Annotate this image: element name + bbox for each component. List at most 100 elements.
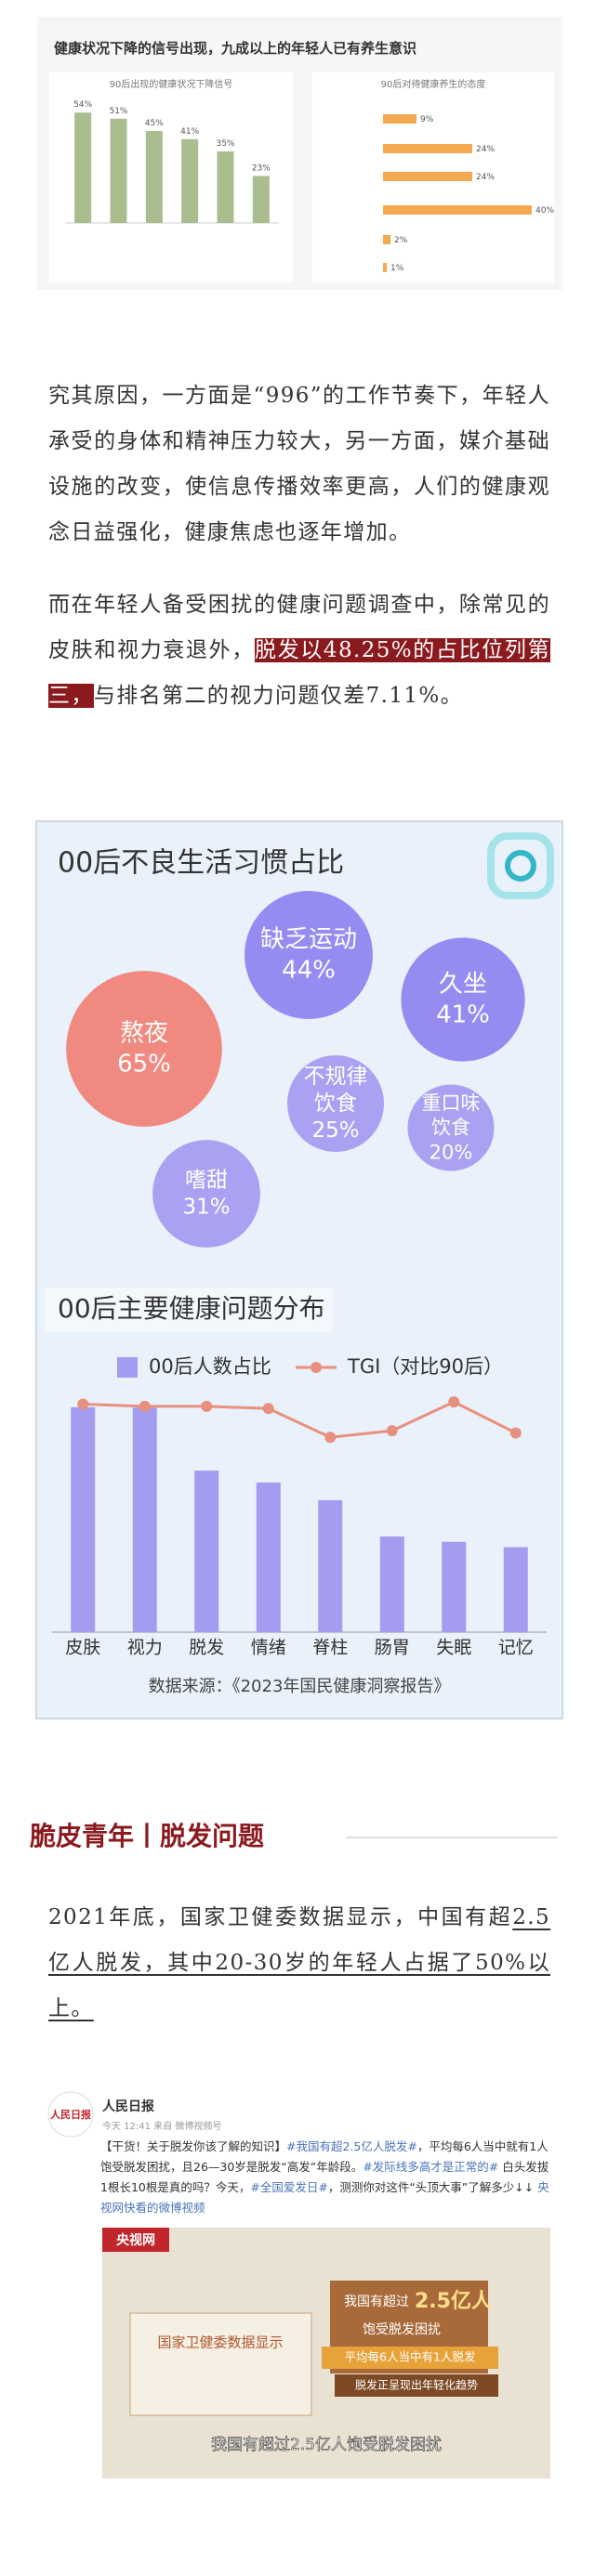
x-tick-label: 视力 [127, 1638, 163, 1658]
chart-title: 00后主要健康问题分布 [58, 1293, 325, 1324]
bubble-category: 嗜甜 [185, 1168, 228, 1193]
video-text: 2.5亿人 [415, 2290, 492, 2313]
value-label: 41% [180, 127, 199, 137]
avatar-logo: 人民日报 [50, 2108, 92, 2121]
bar [252, 176, 270, 223]
video-strip [322, 2347, 498, 2369]
x-tick-label: 肠胃 [375, 1638, 410, 1658]
video-strip [335, 2374, 498, 2397]
weibo-name: 人民日报 [102, 2099, 154, 2114]
logo [505, 850, 536, 882]
value-label: 1% [390, 264, 404, 273]
bar [181, 138, 199, 223]
bubble-value: 65% [117, 1050, 171, 1078]
video-text: 饱受脱发困扰 [363, 2322, 441, 2337]
text-segment: ，平均每6人当中就有1人饱受脱发困扰，且26—30岁是脱发“高发”年龄段。 [100, 2139, 549, 2174]
bar [383, 263, 387, 272]
top-image-title: 健康状况下降的信号出现，九成以上的年轻人已有养生意识 [54, 40, 416, 57]
video-caption: 我国有超过2.5亿人饱受脱发困扰 [211, 2436, 442, 2454]
line-point [448, 1396, 460, 1408]
bubble-label: 久坐 41% [390, 970, 536, 1030]
hashtag-link[interactable]: 央视网快看的微博视频 [100, 2180, 549, 2215]
video-board [129, 2312, 312, 2416]
bubble-category: 重口味饮食 [421, 1092, 481, 1139]
text-segment: 2021年底，国家卫健委数据显示，中国有超 [48, 1905, 513, 1929]
value-label: 23% [252, 163, 271, 173]
bubble-category: 缺乏运动 [259, 925, 357, 954]
bar [194, 1471, 219, 1632]
bar [71, 1406, 96, 1632]
legend-swatch [117, 1357, 138, 1378]
text-segment: 【干货！关于脱发你该了解的知识】 [100, 2139, 287, 2153]
line-point [201, 1400, 213, 1412]
line-point [262, 1403, 274, 1415]
x-tick-label: 脱发 [189, 1638, 224, 1658]
bubble-value: 44% [282, 956, 336, 984]
value-label: 54% [73, 100, 92, 110]
bar [110, 118, 127, 223]
chart-title: 90后出现的健康状况下降信号 [110, 78, 233, 90]
line [83, 1400, 517, 1439]
bar [383, 144, 472, 153]
x-tick-label: 失眠 [436, 1638, 471, 1658]
paragraph: 2021年底，国家卫健委数据显示，中国有超2.5亿人脱发，其中20-30岁的年轻… [48, 1895, 550, 2032]
value-label: 24% [476, 173, 495, 182]
x-tick-label: 记忆 [498, 1638, 534, 1658]
text-segment: ，测测你对这件“头顶大事”了解多少↓↓ [327, 2180, 538, 2194]
value-label: 9% [420, 115, 434, 124]
hashtag-link[interactable]: #发际线多高才是正常的# [363, 2160, 499, 2174]
text-segment: 究其原因，一方面是“996”的工作节奏下，年轻人承受的身体和精神压力较大，另一方… [48, 384, 550, 544]
line-point [324, 1432, 337, 1444]
text-segment: 2.5亿人脱发，其中20-30岁的年轻人占据了50%以上。 [48, 1905, 550, 2020]
line-point [77, 1398, 89, 1410]
value-label: 40% [536, 206, 554, 216]
bar [256, 1482, 281, 1632]
x-tick-label: 脊柱 [312, 1638, 348, 1658]
paragraph: 而在年轻人备受困扰的健康问题调查中，除常见的皮肤和视力衰退外，脱发以48.25%… [48, 582, 550, 719]
hashtag-link[interactable]: #我国有超2.5亿人脱发# [286, 2139, 417, 2153]
legend-label: 00后人数占比 [149, 1355, 271, 1378]
bar [383, 205, 532, 215]
bubble-label: 嗜甜 31% [172, 1167, 241, 1221]
bubble-category: 久坐 [438, 970, 487, 999]
paragraph: 究其原因，一方面是“996”的工作节奏下，年轻人承受的身体和精神压力较大，另一方… [48, 373, 550, 556]
value-label: 45% [145, 119, 164, 128]
value-label: 24% [476, 145, 495, 154]
bubble-label: 不规律饮食 25% [301, 1064, 370, 1144]
value-label: 35% [216, 139, 234, 149]
bubble [245, 891, 373, 1019]
video-board-text: 国家卫健委数据显示 [157, 2334, 283, 2351]
weibo-text: 【干货！关于脱发你该了解的知识】#我国有超2.5亿人脱发#，平均每6人当中就有1… [100, 2137, 554, 2218]
subtitle-band [45, 1288, 333, 1332]
bubble-value: 25% [311, 1118, 360, 1143]
legend-label: TGI（对比90后） [347, 1355, 503, 1378]
bubble-label: 重口味饮食 20% [419, 1092, 482, 1165]
value-label: 2% [394, 236, 408, 245]
video-text: 平均每6人当中有1人脱发 [345, 2350, 476, 2364]
video-brand-bg [102, 2228, 169, 2252]
video-text: 脱发正呈现出年轻化趋势 [355, 2378, 478, 2392]
hashtag-link[interactable]: #全国爱发日# [250, 2180, 328, 2194]
bubble [401, 937, 525, 1062]
bubble-label: 缺乏运动 44% [236, 925, 381, 986]
bar [132, 1407, 157, 1632]
avatar [47, 2091, 94, 2138]
bubble-label: 熬夜 65% [72, 1019, 217, 1079]
bar [217, 151, 234, 223]
bubble-category: 熬夜 [119, 1019, 168, 1048]
value-label: 51% [109, 107, 127, 116]
bar [383, 235, 390, 244]
line-point [509, 1427, 522, 1439]
bubble-value: 41% [436, 1000, 490, 1028]
legend-marker [311, 1362, 322, 1373]
text-segment: 而在年轻人备受困扰的健康问题调查中，除常见的皮肤和视力衰退外， [48, 593, 550, 662]
bar [383, 172, 472, 181]
section-heading: 脆皮青年丨脱发问题 [29, 1821, 264, 1851]
line-point [386, 1425, 398, 1437]
text-segment: 白头发拔1根长10根是真的吗？今天， [100, 2160, 549, 2194]
chart-title: 90后对待健康养生的态度 [381, 78, 486, 90]
bubble [407, 1084, 495, 1171]
bubble [152, 1140, 260, 1248]
weibo-meta: 今天 12:41 来自 微博视频号 [102, 2120, 221, 2132]
